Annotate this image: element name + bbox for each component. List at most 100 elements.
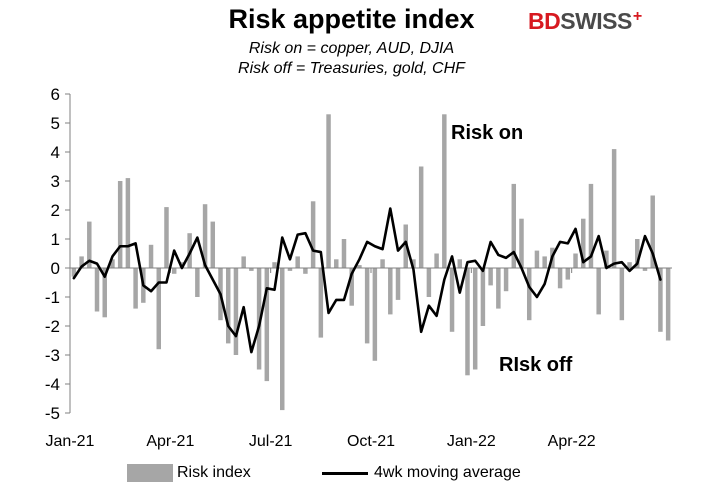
bar-week-58 bbox=[519, 218, 524, 268]
legend-swatch-moving-average bbox=[322, 472, 368, 475]
bar-week-45 bbox=[418, 166, 424, 268]
y-tick-label: 3 bbox=[51, 172, 60, 191]
moving-average-line bbox=[72, 207, 662, 354]
bar-week-36 bbox=[349, 268, 354, 306]
bar-week-0 bbox=[71, 268, 77, 277]
chart-subtitle-risk-on: Risk on = copper, AUD, DJIA bbox=[248, 40, 455, 57]
bar-week-13 bbox=[171, 268, 177, 274]
bar-week-42 bbox=[395, 268, 401, 300]
bar-week-17 bbox=[202, 204, 208, 268]
chart-title: Risk appetite index bbox=[228, 4, 475, 34]
bar-week-28 bbox=[287, 268, 293, 271]
x-tick-label: Apr-21 bbox=[146, 433, 194, 450]
bar-week-52 bbox=[472, 268, 478, 370]
bar-week-50 bbox=[457, 259, 462, 268]
bar-week-3 bbox=[94, 268, 100, 312]
y-tick-label: -2 bbox=[45, 317, 60, 336]
bar-week-63 bbox=[557, 268, 563, 289]
x-tick-label: Apr-22 bbox=[548, 433, 596, 450]
x-axis-ticks: Jan-21 Apr-21 Jul-21 Oct-21 Jan-22 Apr-22 bbox=[46, 268, 596, 450]
bar-week-29 bbox=[295, 256, 300, 268]
bar-week-76 bbox=[658, 268, 663, 332]
y-tick-label: -5 bbox=[45, 404, 60, 423]
bar-week-51 bbox=[465, 268, 470, 376]
bar-week-71 bbox=[619, 268, 625, 321]
bar-week-21 bbox=[233, 268, 239, 355]
bar-week-10 bbox=[148, 244, 154, 268]
bar-week-23 bbox=[249, 268, 254, 271]
bar-week-72 bbox=[627, 262, 632, 268]
bar-week-5 bbox=[110, 259, 115, 268]
bar-week-8 bbox=[133, 268, 138, 309]
bar-week-64 bbox=[565, 268, 571, 280]
bar-week-31 bbox=[310, 201, 316, 268]
bar-week-41 bbox=[388, 268, 393, 315]
y-tick-label: -4 bbox=[45, 375, 60, 394]
bar-week-7 bbox=[125, 178, 131, 268]
bar-week-16 bbox=[195, 268, 200, 297]
bar-week-69 bbox=[604, 250, 609, 268]
bar-week-70 bbox=[611, 149, 617, 268]
y-tick-label: -1 bbox=[45, 288, 60, 307]
y-tick-label: 2 bbox=[51, 201, 60, 220]
bar-week-34 bbox=[334, 259, 339, 268]
bar-week-67 bbox=[588, 183, 594, 268]
bar-week-32 bbox=[318, 268, 324, 338]
bar-week-46 bbox=[426, 268, 432, 297]
line-series bbox=[72, 207, 662, 354]
bar-week-38 bbox=[364, 268, 370, 344]
bar-week-54 bbox=[488, 268, 493, 286]
bar-week-30 bbox=[303, 268, 308, 274]
bar-week-20 bbox=[225, 268, 231, 344]
x-tick-label: Jan-22 bbox=[447, 433, 496, 450]
bar-week-24 bbox=[256, 268, 262, 370]
bar-week-55 bbox=[496, 268, 501, 309]
bar-week-59 bbox=[526, 268, 532, 321]
bar-week-65 bbox=[573, 253, 578, 268]
logo-plus-icon: + bbox=[632, 8, 642, 25]
y-tick-label: 5 bbox=[51, 114, 60, 133]
bar-week-74 bbox=[642, 268, 648, 271]
legend-label-moving-average: 4wk moving average bbox=[374, 464, 521, 481]
bar-week-66 bbox=[581, 218, 586, 268]
bar-week-27 bbox=[280, 268, 285, 411]
x-tick-label: Jan-21 bbox=[46, 433, 95, 450]
bar-week-1 bbox=[79, 256, 84, 268]
risk-off-annotation: RIsk off bbox=[499, 354, 573, 376]
bar-week-73 bbox=[635, 239, 640, 268]
bar-week-68 bbox=[596, 268, 601, 315]
bar-week-49 bbox=[449, 268, 455, 332]
bar-week-60 bbox=[534, 250, 540, 268]
bar-week-35 bbox=[341, 239, 347, 268]
bar-week-77 bbox=[665, 268, 671, 341]
x-tick-label: Jul-21 bbox=[249, 433, 293, 450]
bar-week-48 bbox=[442, 114, 447, 268]
bar-week-61 bbox=[542, 256, 547, 268]
bar-week-22 bbox=[241, 256, 246, 268]
bar-week-2 bbox=[87, 221, 92, 268]
bar-week-25 bbox=[264, 268, 270, 382]
bar-week-47 bbox=[434, 253, 439, 268]
legend-label-risk-index: Risk index bbox=[177, 464, 251, 481]
bar-week-53 bbox=[480, 268, 486, 326]
bar-week-56 bbox=[503, 268, 509, 292]
bar-week-33 bbox=[326, 114, 331, 268]
bar-week-39 bbox=[372, 268, 378, 361]
bar-week-6 bbox=[117, 181, 123, 268]
bar-week-57 bbox=[511, 183, 517, 268]
bar-week-40 bbox=[380, 259, 385, 268]
bar-series bbox=[71, 114, 671, 411]
x-tick-label: Oct-21 bbox=[347, 433, 395, 450]
legend-swatch-risk-index bbox=[127, 464, 173, 482]
logo-text-bd: BD bbox=[528, 8, 561, 34]
y-tick-label: 1 bbox=[51, 230, 60, 249]
bdswiss-logo: BDSWISS+ bbox=[528, 8, 642, 35]
bar-week-12 bbox=[164, 207, 169, 268]
y-tick-label: 6 bbox=[51, 85, 60, 104]
bar-week-11 bbox=[156, 268, 161, 350]
bar-week-26 bbox=[272, 262, 277, 268]
risk-on-annotation: Risk on bbox=[451, 122, 524, 144]
bar-week-4 bbox=[102, 268, 107, 318]
